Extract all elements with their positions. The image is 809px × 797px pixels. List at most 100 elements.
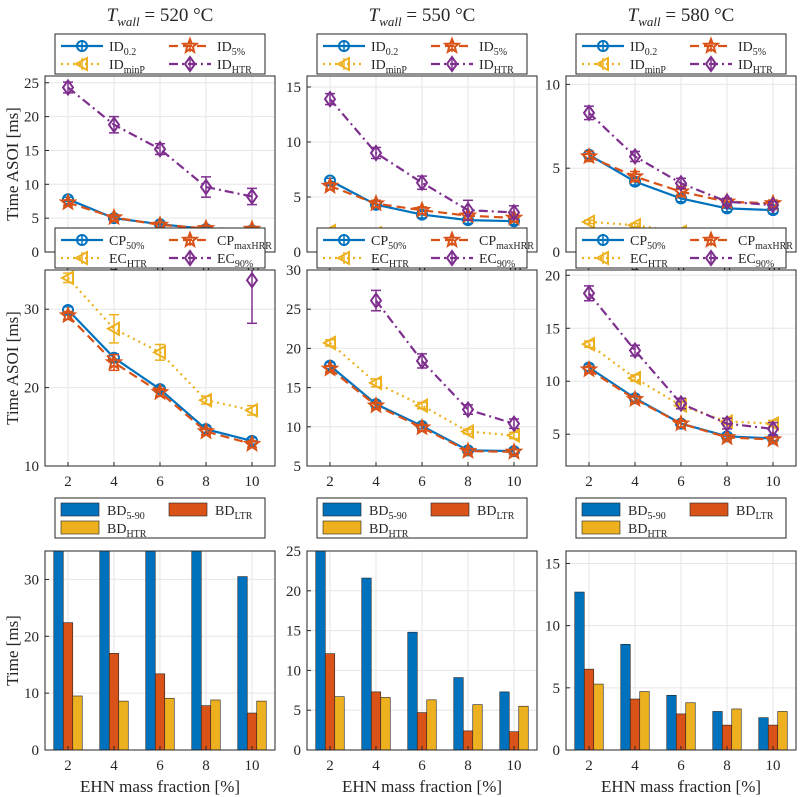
y-axis-label: Time ASOI [ms]	[3, 311, 22, 425]
tick-label-y: 30	[24, 302, 39, 318]
legend-label: ECHTR	[630, 252, 668, 270]
tick-label-y: 0	[553, 245, 561, 261]
tick-label-x: 4	[372, 474, 380, 490]
bar	[370, 691, 382, 750]
tick-label-y: 30	[24, 572, 39, 588]
legend: ID0.2 ID5% IDminP IDHTR	[54, 33, 266, 76]
legend-swatch	[60, 520, 100, 535]
data-point	[321, 335, 336, 351]
tick-label-x: 10	[507, 474, 522, 490]
series-line	[329, 184, 515, 219]
tick-label-y: 20	[545, 268, 560, 284]
data-point	[58, 192, 78, 211]
data-point	[580, 214, 595, 230]
bar	[675, 713, 687, 750]
bar	[145, 551, 156, 750]
data-point	[366, 193, 386, 212]
tick-label-x: 6	[418, 758, 426, 774]
tick-label-y: 5	[553, 427, 561, 443]
legend-label: IDHTR	[479, 58, 514, 76]
bar	[685, 702, 696, 750]
plot-marks	[579, 284, 783, 448]
x-axis-label: EHN mass fraction [%]	[601, 777, 761, 796]
tick-label-x: 2	[326, 474, 334, 490]
data-point	[763, 429, 783, 448]
legend-label: EC90%	[479, 252, 515, 270]
series-line	[329, 98, 515, 214]
tick-label-x: 10	[766, 474, 781, 490]
legend-marker	[73, 56, 88, 72]
bar	[499, 691, 510, 750]
plot-marks	[315, 551, 529, 750]
data-point	[107, 116, 121, 134]
tick-label-y: 25	[24, 76, 39, 92]
data-point	[461, 400, 475, 419]
legend-marker	[76, 40, 88, 52]
legend-label: EC90%	[738, 252, 774, 270]
data-point	[766, 196, 780, 214]
bar	[324, 653, 336, 750]
legend-label: BDLTR	[736, 504, 774, 522]
data-point	[459, 423, 474, 440]
bar	[334, 696, 345, 750]
data-point	[366, 395, 386, 414]
tick-label-y: 25	[286, 544, 301, 560]
data-point	[61, 78, 75, 97]
tick-label-x: 4	[631, 758, 639, 774]
bar	[315, 551, 326, 750]
data-point	[579, 146, 599, 165]
tick-label-y: 20	[24, 629, 39, 645]
data-point	[150, 382, 170, 401]
legend-marker	[597, 234, 609, 246]
bar	[574, 591, 585, 750]
bar	[72, 695, 83, 750]
tick-label-y: 10	[286, 420, 301, 436]
tick-label-y: 5	[553, 681, 561, 697]
tick-label-y: 10	[24, 177, 39, 193]
legend-swatch	[322, 520, 362, 535]
legend-marker	[594, 56, 609, 72]
legend-marker	[73, 250, 88, 266]
data-point	[720, 192, 734, 211]
legend-marker	[76, 234, 88, 246]
tick-label-y: 30	[286, 263, 301, 279]
bar	[118, 700, 129, 750]
legend-label: IDminP	[630, 58, 666, 76]
bar	[210, 699, 221, 750]
tick-label-y: 5	[32, 211, 40, 227]
legend-swatch	[60, 502, 100, 517]
legend-box	[54, 33, 266, 75]
tick-label-y: 0	[294, 245, 302, 261]
legend-marker	[335, 56, 350, 72]
bar	[593, 683, 604, 750]
tick-label-x: 10	[245, 474, 260, 490]
tick-label-y: 5	[294, 703, 302, 719]
bar	[777, 711, 788, 750]
tick-label-x: 4	[631, 474, 639, 490]
legend-marker	[701, 230, 721, 248]
chart-panel: 5 10 15 20 25 30 2 4 6 8 10 CP50% CPmaxHRR ECHTR EC90%	[286, 227, 538, 490]
legend-box	[575, 33, 787, 75]
legend: CP50% CPmaxHRR ECHTR EC90%	[316, 227, 534, 270]
series-line	[588, 343, 774, 425]
bar	[53, 551, 64, 750]
bar	[200, 705, 212, 750]
legend-label: CPmaxHRR	[217, 234, 272, 252]
data-point	[323, 90, 337, 108]
legend: BD5-90 BDLTR BDHTR	[316, 497, 528, 540]
bar	[731, 708, 742, 750]
bar	[629, 698, 641, 750]
legend-box	[54, 227, 266, 269]
data-point	[320, 359, 340, 377]
data-point	[507, 414, 521, 433]
data-point	[413, 397, 428, 414]
legend-marker	[442, 36, 462, 54]
tick-label-y: 15	[24, 143, 39, 159]
data-point	[151, 344, 166, 361]
data-point	[504, 442, 524, 460]
tick-label-y: 10	[545, 77, 560, 93]
tick-label-y: 5	[294, 459, 302, 475]
